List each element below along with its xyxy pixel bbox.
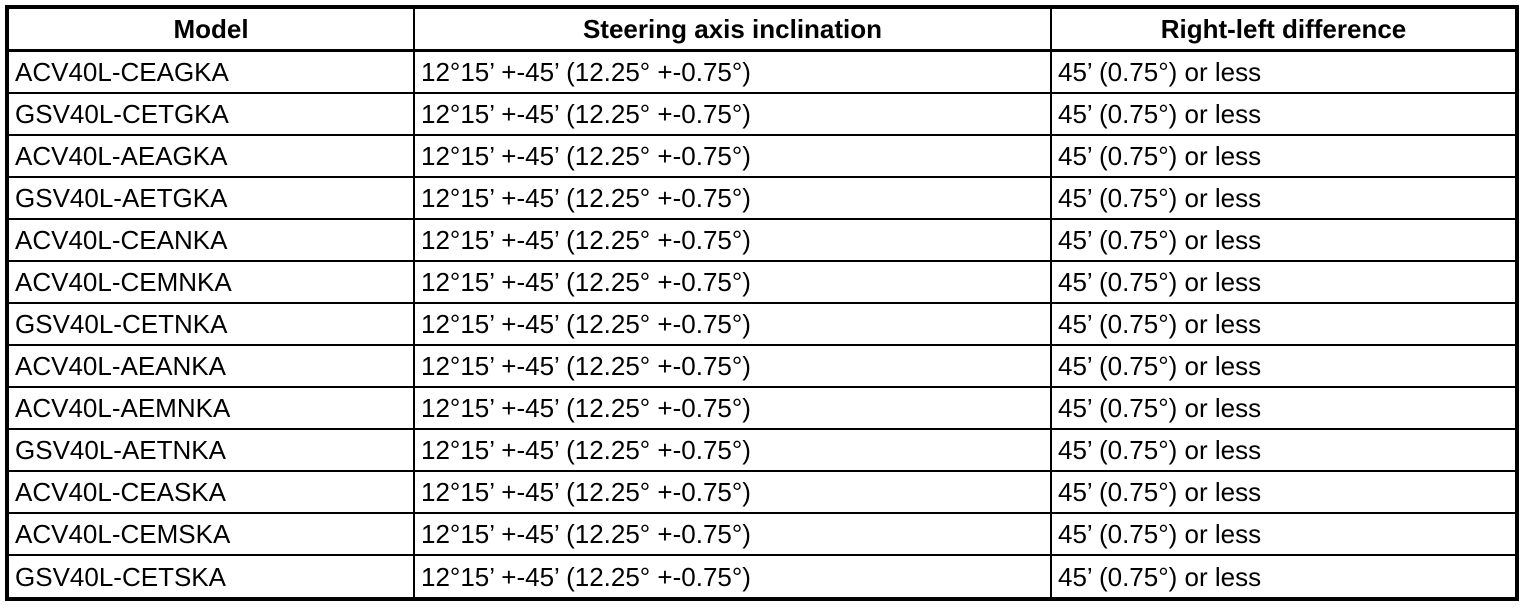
- difference-cell: 45’ (0.75°) or less: [1050, 49, 1518, 95]
- difference-cell: 45’ (0.75°) or less: [1050, 428, 1518, 473]
- difference-cell: 45’ (0.75°) or less: [1050, 470, 1518, 515]
- inclination-cell: 12°15’ +-45’ (12.25° +-0.75°): [413, 428, 1052, 473]
- inclination-cell: 12°15’ +-45’ (12.25° +-0.75°): [413, 386, 1052, 431]
- difference-cell: 45’ (0.75°) or less: [1050, 302, 1518, 347]
- model-cell: ACV40L-CEANKA: [6, 218, 415, 263]
- difference-cell: 45’ (0.75°) or less: [1050, 386, 1518, 431]
- model-cell: GSV40L-AETGKA: [6, 176, 415, 221]
- inclination-cell: 12°15’ +-45’ (12.25° +-0.75°): [413, 134, 1052, 179]
- table-row: ACV40L-AEANKA 12°15’ +-45’ (12.25° +-0.7…: [6, 344, 1518, 389]
- inclination-cell: 12°15’ +-45’ (12.25° +-0.75°): [413, 470, 1052, 515]
- table-row: GSV40L-CETGKA 12°15’ +-45’ (12.25° +-0.7…: [6, 92, 1518, 137]
- spec-table-header-row: Model Steering axis inclination Right-le…: [6, 6, 1518, 52]
- model-cell: ACV40L-AEMNKA: [6, 386, 415, 431]
- difference-cell: 45’ (0.75°) or less: [1050, 344, 1518, 389]
- model-cell: GSV40L-AETNKA: [6, 428, 415, 473]
- table-row: ACV40L-CEMSKA 12°15’ +-45’ (12.25° +-0.7…: [6, 512, 1518, 557]
- model-cell: GSV40L-CETNKA: [6, 302, 415, 347]
- inclination-cell: 12°15’ +-45’ (12.25° +-0.75°): [413, 512, 1052, 557]
- table-row: ACV40L-AEAGKA 12°15’ +-45’ (12.25° +-0.7…: [6, 134, 1518, 179]
- table-row: ACV40L-CEANKA 12°15’ +-45’ (12.25° +-0.7…: [6, 218, 1518, 263]
- spec-table-body: ACV40L-CEAGKA 12°15’ +-45’ (12.25° +-0.7…: [6, 49, 1518, 600]
- difference-cell: 45’ (0.75°) or less: [1050, 218, 1518, 263]
- model-cell: ACV40L-AEANKA: [6, 344, 415, 389]
- table-header-row: Model Steering axis inclination Right-le…: [6, 6, 1518, 52]
- inclination-cell: 12°15’ +-45’ (12.25° +-0.75°): [413, 260, 1052, 305]
- table-row: GSV40L-AETGKA 12°15’ +-45’ (12.25° +-0.7…: [6, 176, 1518, 221]
- model-cell: GSV40L-CETGKA: [6, 92, 415, 137]
- table-row: ACV40L-CEASKA 12°15’ +-45’ (12.25° +-0.7…: [6, 470, 1518, 515]
- header-steering-axis-inclination: Steering axis inclination: [413, 6, 1052, 52]
- inclination-cell: 12°15’ +-45’ (12.25° +-0.75°): [413, 344, 1052, 389]
- inclination-cell: 12°15’ +-45’ (12.25° +-0.75°): [413, 176, 1052, 221]
- spec-table: Model Steering axis inclination Right-le…: [5, 5, 1519, 601]
- difference-cell: 45’ (0.75°) or less: [1050, 260, 1518, 305]
- difference-cell: 45’ (0.75°) or less: [1050, 176, 1518, 221]
- table-row: GSV40L-CETSKA 12°15’ +-45’ (12.25° +-0.7…: [6, 554, 1518, 600]
- table-row: ACV40L-CEMNKA 12°15’ +-45’ (12.25° +-0.7…: [6, 260, 1518, 305]
- table-row: ACV40L-AEMNKA 12°15’ +-45’ (12.25° +-0.7…: [6, 386, 1518, 431]
- inclination-cell: 12°15’ +-45’ (12.25° +-0.75°): [413, 92, 1052, 137]
- header-right-left-difference: Right-left difference: [1050, 6, 1518, 52]
- model-cell: ACV40L-CEAGKA: [6, 49, 415, 95]
- difference-cell: 45’ (0.75°) or less: [1050, 92, 1518, 137]
- model-cell: ACV40L-CEMNKA: [6, 260, 415, 305]
- model-cell: ACV40L-AEAGKA: [6, 134, 415, 179]
- model-cell: GSV40L-CETSKA: [6, 554, 415, 600]
- inclination-cell: 12°15’ +-45’ (12.25° +-0.75°): [413, 302, 1052, 347]
- inclination-cell: 12°15’ +-45’ (12.25° +-0.75°): [413, 218, 1052, 263]
- table-row: GSV40L-CETNKA 12°15’ +-45’ (12.25° +-0.7…: [6, 302, 1518, 347]
- header-model: Model: [6, 6, 415, 52]
- table-row: ACV40L-CEAGKA 12°15’ +-45’ (12.25° +-0.7…: [6, 49, 1518, 95]
- model-cell: ACV40L-CEASKA: [6, 470, 415, 515]
- model-cell: ACV40L-CEMSKA: [6, 512, 415, 557]
- table-row: GSV40L-AETNKA 12°15’ +-45’ (12.25° +-0.7…: [6, 428, 1518, 473]
- inclination-cell: 12°15’ +-45’ (12.25° +-0.75°): [413, 49, 1052, 95]
- difference-cell: 45’ (0.75°) or less: [1050, 512, 1518, 557]
- difference-cell: 45’ (0.75°) or less: [1050, 134, 1518, 179]
- inclination-cell: 12°15’ +-45’ (12.25° +-0.75°): [413, 554, 1052, 600]
- difference-cell: 45’ (0.75°) or less: [1050, 554, 1518, 600]
